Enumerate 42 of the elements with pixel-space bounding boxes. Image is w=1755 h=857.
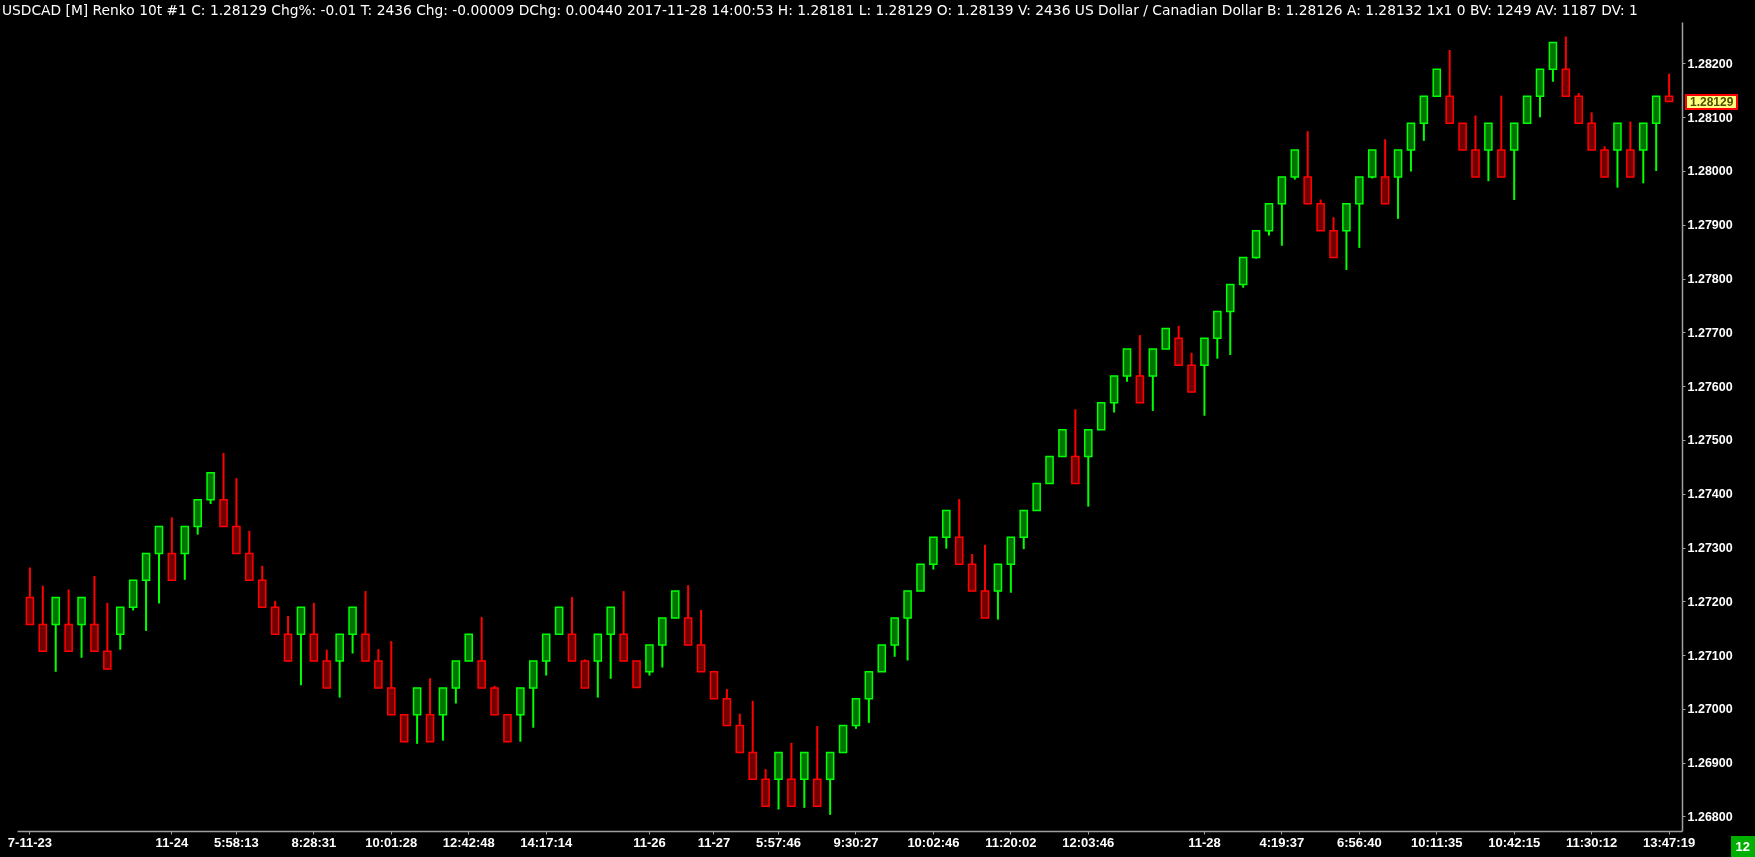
x-tick-label: 7-11-23: [7, 834, 52, 850]
y-tick-label: 1.27900: [1687, 218, 1733, 233]
y-tick-label: 1.27400: [1687, 487, 1733, 502]
candlestick: [103, 601, 112, 671]
y-tick-label: 1.28000: [1687, 164, 1733, 179]
x-tick-label: 11-26: [633, 834, 666, 850]
x-tick-label: 13:47:19: [1643, 834, 1696, 850]
x-tick-label: 12:42:48: [442, 834, 495, 850]
x-tick-label: 11-28: [1188, 834, 1221, 850]
y-tick-label: 1.27000: [1687, 702, 1733, 717]
y-tick-label: 1.26800: [1687, 809, 1733, 824]
y-tick-label: 1.27500: [1687, 433, 1733, 448]
x-tick-label: 11-24: [155, 834, 189, 850]
x-tick-label: 4:19:37: [1259, 834, 1305, 850]
candlestick: [1161, 327, 1171, 350]
x-tick-label: 5:57:46: [756, 834, 801, 850]
y-tick-label: 1.27600: [1687, 379, 1733, 394]
x-tick-label: 11-27: [697, 834, 731, 850]
x-tick-label: 8:28:31: [291, 834, 337, 850]
y-tick-label: 1.27200: [1687, 594, 1733, 609]
text: 1.28129: [1685, 93, 1739, 110]
x-tick-label: 14:17:14: [520, 834, 573, 850]
x-tick-label: 10:01:28: [365, 834, 418, 850]
x-tick-label: 5:58:13: [214, 834, 259, 850]
y-tick-label: 1.28200: [1687, 56, 1733, 71]
x-tick-label: 10:02:46: [907, 834, 960, 850]
x-tick-label: 9:30:27: [833, 834, 879, 850]
x-tick-label: 11:30:12: [1565, 834, 1618, 850]
text: 12: [1730, 836, 1755, 857]
chart-title: USDCAD [M] Renko 10t #1 C: 1.28129 Chg%: -0.01 T: 2436 Chg: -0.00009 DChg: 0.00440 2017-11-28 14:00:53 H: 1.28181 L: 1.28129 O: 1.28139 V: 2436 US Dollar / Canadian Dollar B: 1.28126 A: 1.28132 1x1 0 BV: 1249 AV: 1187 DV: 1: [2, 2, 1638, 19]
x-tick-label: 6:56:40: [1336, 834, 1382, 850]
x-tick-label: 12:03:46: [1062, 834, 1115, 850]
x-tick-label: 10:11:35: [1411, 834, 1463, 850]
y-tick-label: 1.26900: [1687, 756, 1733, 771]
candlestick: [1664, 72, 1674, 103]
y-tick-label: 1.27300: [1687, 541, 1733, 556]
y-tick-label: 1.28100: [1687, 110, 1733, 125]
x-tick-label: 10:42:15: [1488, 834, 1541, 850]
y-tick-label: 1.27800: [1687, 272, 1733, 287]
x-tick-label: 11:20:02: [985, 834, 1037, 850]
y-tick-label: 1.27700: [1687, 325, 1733, 340]
y-tick-label: 1.27100: [1687, 648, 1733, 663]
